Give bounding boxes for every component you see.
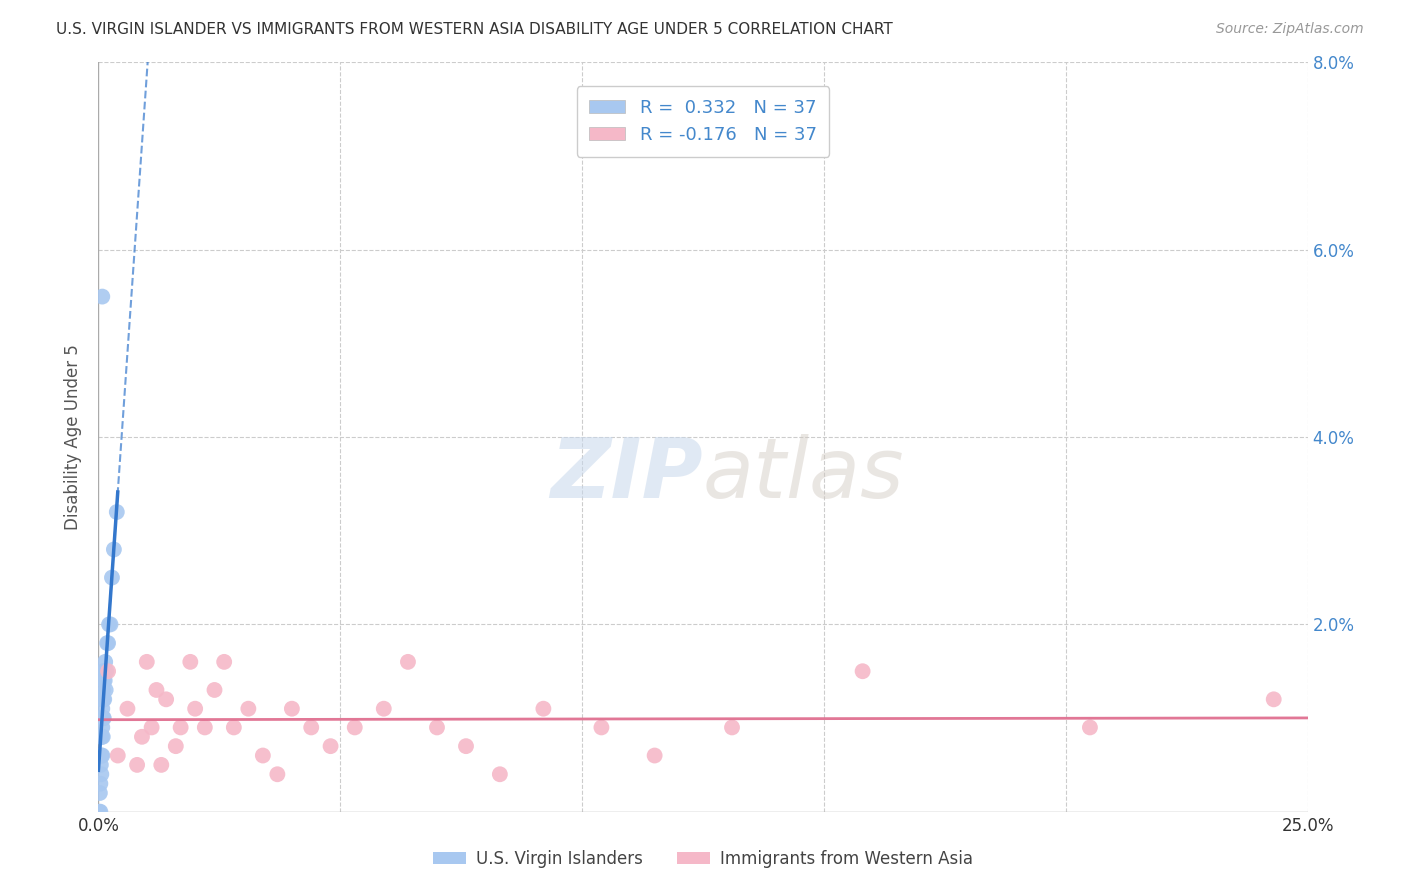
Point xyxy=(266,767,288,781)
Point xyxy=(89,805,111,819)
Legend: U.S. Virgin Islanders, Immigrants from Western Asia: U.S. Virgin Islanders, Immigrants from W… xyxy=(426,844,980,875)
Text: U.S. VIRGIN ISLANDER VS IMMIGRANTS FROM WESTERN ASIA DISABILITY AGE UNDER 5 CORR: U.S. VIRGIN ISLANDER VS IMMIGRANTS FROM … xyxy=(56,22,893,37)
Point xyxy=(93,673,115,688)
Point xyxy=(135,655,157,669)
Point xyxy=(184,701,207,715)
Point xyxy=(531,701,554,715)
Point xyxy=(721,721,744,735)
Point xyxy=(94,683,117,698)
Point xyxy=(91,692,114,706)
Point xyxy=(94,655,117,669)
Point xyxy=(90,711,112,725)
Point xyxy=(91,692,114,706)
Point xyxy=(155,692,177,706)
Point xyxy=(489,767,512,781)
Point xyxy=(852,664,875,679)
Legend: R =  0.332   N = 37, R = -0.176   N = 37: R = 0.332 N = 37, R = -0.176 N = 37 xyxy=(576,87,830,157)
Point xyxy=(299,721,322,735)
Point xyxy=(238,701,260,715)
Point xyxy=(1078,721,1101,735)
Point xyxy=(98,617,121,632)
Point xyxy=(373,701,395,715)
Point xyxy=(252,748,274,763)
Point xyxy=(93,711,115,725)
Point xyxy=(90,748,112,763)
Point xyxy=(343,721,366,735)
Text: Source: ZipAtlas.com: Source: ZipAtlas.com xyxy=(1216,22,1364,37)
Point xyxy=(319,739,342,753)
Point xyxy=(90,767,112,781)
Point xyxy=(93,664,115,679)
Point xyxy=(97,636,120,650)
Point xyxy=(90,730,112,744)
Point xyxy=(194,721,217,735)
Point xyxy=(103,542,125,557)
Point xyxy=(89,786,111,800)
Point xyxy=(454,739,477,753)
Point xyxy=(90,730,112,744)
Point xyxy=(91,711,114,725)
Point xyxy=(100,617,122,632)
Point xyxy=(281,701,304,715)
Point xyxy=(96,636,118,650)
Point xyxy=(96,664,118,679)
Point xyxy=(93,692,115,706)
Point xyxy=(150,758,173,772)
Point xyxy=(426,721,449,735)
Point xyxy=(145,683,167,698)
Point xyxy=(93,673,115,688)
Point xyxy=(91,748,114,763)
Point xyxy=(212,655,235,669)
Point xyxy=(222,721,245,735)
Point xyxy=(141,721,163,735)
Point xyxy=(107,748,129,763)
Point xyxy=(204,683,226,698)
Point xyxy=(396,655,419,669)
Point xyxy=(91,664,114,679)
Point xyxy=(90,692,112,706)
Text: ZIP: ZIP xyxy=(550,434,703,515)
Point xyxy=(91,701,114,715)
Point xyxy=(127,758,149,772)
Point xyxy=(117,701,139,715)
Point xyxy=(101,571,124,585)
Point xyxy=(90,711,112,725)
Y-axis label: Disability Age Under 5: Disability Age Under 5 xyxy=(65,344,83,530)
Point xyxy=(591,721,613,735)
Point xyxy=(89,776,111,791)
Text: atlas: atlas xyxy=(703,434,904,515)
Point xyxy=(97,664,120,679)
Point xyxy=(91,683,114,698)
Point xyxy=(105,505,128,519)
Point xyxy=(1263,692,1285,706)
Point xyxy=(91,289,114,303)
Point xyxy=(91,721,114,735)
Point xyxy=(169,721,191,735)
Point xyxy=(91,730,114,744)
Point xyxy=(165,739,187,753)
Point xyxy=(179,655,201,669)
Point xyxy=(90,758,112,772)
Point xyxy=(644,748,666,763)
Point xyxy=(89,805,111,819)
Point xyxy=(131,730,153,744)
